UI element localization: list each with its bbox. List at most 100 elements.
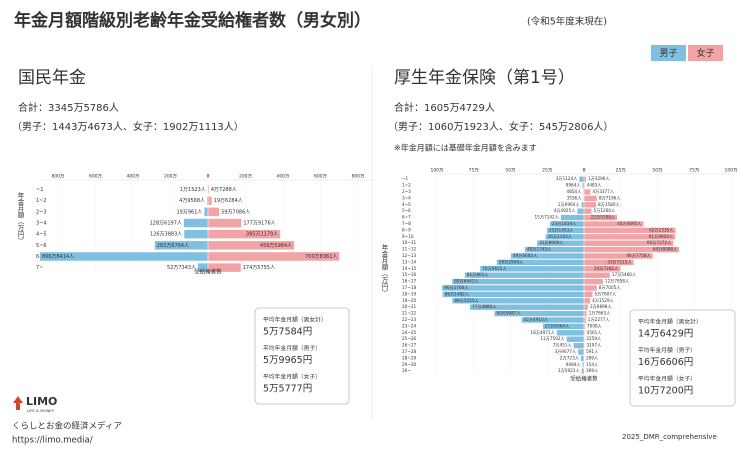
bar [584,208,592,214]
breakdown: （男子：1060万1923人、女子：545万2806人） [388,120,613,133]
value-label: 24万7282人 [594,266,619,272]
stats-label: 平均年金月額（男子） [638,346,696,354]
bar [584,221,644,227]
category-label: 13~14 [402,259,417,264]
bar [183,218,208,228]
note: ※年金月額には基礎年金月額を含みます [394,143,537,153]
category-label: 1~2 [36,198,47,204]
value-label: 3556人 [567,195,583,200]
value-label: 700万8361人 [305,254,337,260]
category-label: 7~ [36,265,43,271]
value-label: 3197人 [586,343,602,348]
value-label: 4万9568人 [179,198,205,204]
value-label: 23万1819人 [552,221,577,227]
value-label: 385万1179人 [246,232,278,238]
value-label: 2259人 [586,336,602,341]
x-tick-label: 25万 [542,168,553,174]
bar [208,218,242,228]
value-label: 9494人 [566,362,582,367]
category-label: 30~ [402,368,411,373]
logo-icon [13,396,23,410]
value-label: 61万9604人 [649,234,674,240]
value-label: 3万1124人 [556,176,579,182]
bar [39,252,208,261]
bar [208,241,295,250]
category-label: 4~5 [402,202,411,207]
category-label: 1~2 [402,183,411,188]
bar [582,182,584,189]
stats-box [629,309,736,407]
bar [208,229,281,239]
bar [584,195,597,202]
bar [584,234,676,240]
bar [584,310,587,317]
category-label: 3~4 [36,221,47,227]
stats-value: 5万5777円 [263,384,312,395]
value-label: 4万4925人 [554,208,577,214]
bar [577,208,584,214]
bar [524,246,584,253]
value-label: 7008人 [587,323,603,328]
category-label: 5~6 [402,208,411,213]
breakdown: （男子：1443万4673人、女子：1902万1113人） [12,120,244,133]
category-label: ~1 [402,176,409,181]
value-label: 40万4695人 [617,221,642,227]
bar [480,266,584,272]
value-label: 59万7086人 [221,209,250,215]
bar [581,368,584,374]
bar [452,278,584,285]
value-label: 12万7958人 [605,279,630,285]
category-label: 23~24 [402,323,417,328]
stats-value: 14万6429円 [638,329,693,340]
value-label: 5万1260人 [594,208,617,214]
total: 合計：1605万4729人 [394,101,495,114]
bar [452,298,584,304]
value-label: 2万6898人 [590,304,613,310]
value-label: 177万9176人 [243,221,275,227]
bar [537,240,584,246]
value-label: 4561人 [587,330,603,335]
x-tick-label: 400万 [126,174,140,180]
category-label: 15~16 [402,272,417,277]
value-label: 70万5625人 [482,266,507,272]
category-label: 27~28 [402,349,417,354]
legend-swatch [688,45,723,61]
value-label: 18万4971人 [530,330,555,336]
category-label: ~1 [36,187,43,193]
bar [208,196,212,205]
category-label: 14~15 [402,266,417,271]
bar [566,336,584,342]
bar [470,304,584,310]
brand-tagline: LIFE & MONEY [27,408,55,413]
bar [547,227,584,234]
page-subtitle: (令和5年度末現在) [527,16,607,28]
bar [584,266,621,272]
value-label: 289人 [586,355,599,360]
category-label: 26~27 [402,343,417,348]
bar [510,253,584,259]
bar [584,189,591,195]
value-label: 40万1745人 [527,247,552,253]
category-label: 11~12 [402,247,417,252]
bar [584,304,588,310]
brand-description: くらしとお金の経済メディア [12,421,122,432]
bar [579,176,584,182]
category-label: 7~8 [402,221,411,226]
bar [556,330,584,336]
category-label: 2~3 [402,189,411,194]
bar [584,259,634,266]
value-label: 5万7607人 [594,291,617,297]
category-label: 18~19 [402,291,417,296]
x-tick-label: 75万 [689,168,700,174]
bar [581,202,584,208]
value-label: 52万7343人 [167,265,196,271]
stats-label: 平均年金月額（男子） [263,344,321,352]
x-tick-label: 25万 [616,168,627,174]
x-tick-label: 0 [207,174,210,180]
bar [584,214,618,221]
category-label: 9~10 [402,234,414,239]
x-tick-label: 50万 [505,168,516,174]
stats-value: 5万9965円 [263,355,312,366]
bar [442,291,584,298]
